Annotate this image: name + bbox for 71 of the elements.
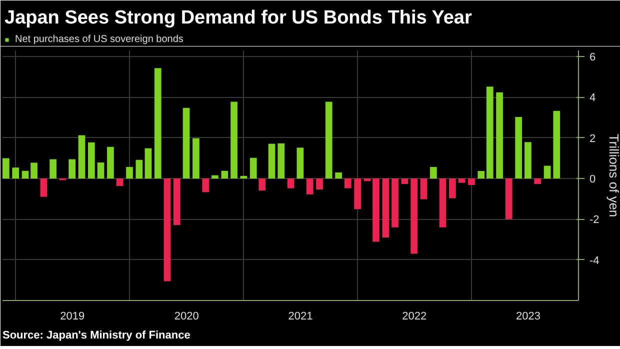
bar bbox=[268, 144, 276, 179]
bar bbox=[420, 178, 428, 200]
bar bbox=[278, 143, 285, 179]
bar bbox=[88, 142, 95, 179]
bar bbox=[524, 142, 532, 179]
bar bbox=[515, 116, 522, 179]
x-tick-label: 2022 bbox=[402, 310, 427, 322]
y-tick-label: 4 bbox=[590, 92, 596, 104]
bar bbox=[78, 135, 86, 179]
bar bbox=[182, 108, 190, 179]
bar bbox=[126, 166, 133, 179]
bar bbox=[258, 178, 266, 191]
bar bbox=[202, 178, 210, 192]
bar bbox=[468, 178, 475, 186]
bar bbox=[354, 178, 362, 210]
bar bbox=[287, 178, 294, 188]
bar bbox=[12, 168, 20, 179]
bar bbox=[335, 172, 342, 179]
bar bbox=[449, 178, 456, 198]
bar bbox=[410, 178, 418, 254]
bar bbox=[173, 178, 180, 226]
bar bbox=[40, 178, 48, 197]
x-tick-label: 2021 bbox=[288, 310, 313, 322]
bar bbox=[144, 148, 152, 179]
bar bbox=[296, 148, 304, 179]
bar bbox=[382, 178, 390, 238]
y-tick-label: -2 bbox=[590, 214, 600, 226]
bar bbox=[192, 138, 200, 179]
bar bbox=[478, 171, 485, 179]
bar bbox=[136, 160, 143, 179]
bar bbox=[505, 178, 512, 220]
bar bbox=[154, 68, 162, 179]
bar bbox=[372, 178, 380, 242]
bar bbox=[22, 170, 29, 179]
bar bbox=[325, 102, 332, 179]
bar bbox=[458, 178, 466, 183]
bar bbox=[439, 178, 446, 228]
bar bbox=[316, 178, 323, 190]
bar bbox=[30, 162, 38, 179]
y-tick-label: -4 bbox=[590, 254, 600, 267]
bar bbox=[212, 175, 218, 179]
chart-title: Japan Sees Strong Demand for US Bonds This Year bbox=[4, 8, 472, 28]
bar bbox=[544, 166, 551, 179]
bar bbox=[534, 178, 542, 184]
bar bbox=[496, 92, 503, 179]
x-tick-label: 2020 bbox=[174, 310, 199, 322]
bar bbox=[486, 86, 494, 179]
legend-label: Net purchases of US sovereign bonds bbox=[15, 33, 184, 45]
bar bbox=[116, 178, 124, 186]
bar bbox=[430, 166, 437, 179]
bar bbox=[250, 158, 257, 179]
bar bbox=[392, 178, 398, 228]
bar bbox=[2, 158, 10, 179]
y-axis-title: Trillions of yen bbox=[606, 134, 620, 218]
bar bbox=[306, 178, 314, 194]
x-tick-label: 2023 bbox=[516, 310, 541, 322]
bar bbox=[401, 178, 408, 184]
y-tick-label: 2 bbox=[590, 132, 596, 145]
bar bbox=[68, 159, 76, 179]
bar bbox=[553, 110, 560, 179]
bar bbox=[230, 102, 238, 179]
y-tick-label: 0 bbox=[590, 174, 596, 186]
x-tick-label: 2019 bbox=[60, 310, 85, 322]
bar bbox=[107, 146, 114, 179]
y-tick-label: 6 bbox=[590, 52, 596, 64]
bar bbox=[221, 170, 228, 179]
bar bbox=[50, 159, 56, 179]
bar bbox=[344, 178, 352, 188]
source-note: Source: Japan's Ministry of Finance bbox=[2, 330, 190, 342]
bar bbox=[97, 162, 104, 179]
bar bbox=[164, 178, 171, 282]
